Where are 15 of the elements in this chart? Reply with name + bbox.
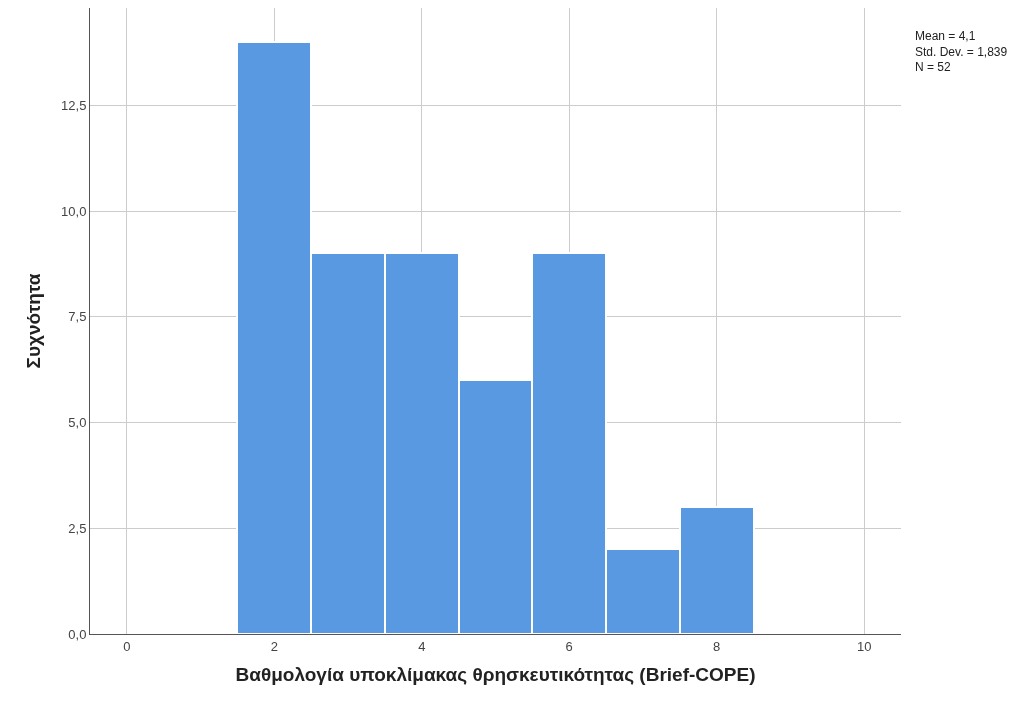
x-tick-label: 6 — [565, 638, 573, 654]
y-tick-label: 0,0 — [68, 626, 87, 642]
x-tick-label: 10 — [856, 638, 872, 654]
y-tick-label: 10,0 — [61, 203, 87, 219]
y-tick-label: 7,5 — [68, 309, 87, 325]
y-tick-label: 2,5 — [68, 520, 87, 536]
x-tick-label: 4 — [418, 638, 426, 654]
y-tick-label: 5,0 — [68, 415, 87, 431]
x-tick-label: 2 — [270, 638, 278, 654]
text: Mean = 4,1 Std. Dev. = 1,839 N = 52 — [915, 29, 1008, 75]
y-tick-label: 12,5 — [61, 97, 87, 113]
x-tick-label: 8 — [713, 638, 721, 654]
x-tick-label: 0 — [123, 638, 131, 654]
x-axis-title: Βαθμολογία υποκλίμακας θρησκευτικότητας (Brief-COPE) — [235, 664, 756, 686]
y-axis-title: Συχνότητα — [22, 273, 44, 369]
